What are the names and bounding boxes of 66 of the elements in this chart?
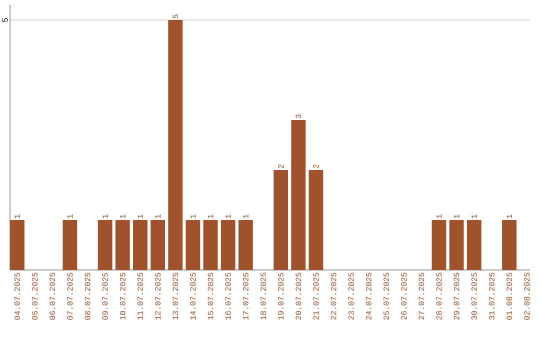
x-tick-label: 25.07.2025 <box>384 272 389 320</box>
bar <box>308 170 324 270</box>
x-tick-label: 16.07.2025 <box>225 272 231 320</box>
x-tick-label: 07.07.2025 <box>67 272 73 320</box>
x-tick-label: 12.07.2025 <box>155 272 161 320</box>
x-tick-label: 29.07.2025 <box>454 272 460 320</box>
x-tick-label: 09.07.2025 <box>102 272 108 320</box>
x-tick-label: 30.07.2025 <box>471 272 477 320</box>
x-tick-label: 06.07.2025 <box>50 272 56 320</box>
bar <box>98 220 112 270</box>
x-tick-label: 22.07.2025 <box>330 272 336 320</box>
data-label: 1 <box>138 214 143 218</box>
bar <box>203 220 218 270</box>
data-label: 1 <box>436 214 442 218</box>
bar <box>62 220 78 270</box>
x-tick-label: 14.07.2025 <box>190 272 196 320</box>
data-label: 1 <box>454 214 460 218</box>
x-tick-label: 02.08.2025 <box>524 272 530 320</box>
x-tick-label: 31.07.2025 <box>488 272 494 320</box>
x-tick-label: 26.07.2025 <box>401 272 407 320</box>
bar <box>133 220 148 270</box>
bar <box>168 20 183 270</box>
bar <box>238 220 253 270</box>
bar <box>466 220 482 270</box>
data-label: 2 <box>313 164 319 168</box>
data-label: 1 <box>14 214 20 218</box>
x-tick-label: 13.07.2025 <box>172 272 178 320</box>
x-tick-label: 01.08.2025 <box>506 272 512 320</box>
bar <box>449 220 464 270</box>
data-label: 2 <box>278 164 284 168</box>
data-label: 1 <box>506 214 512 218</box>
x-tick-label: 08.07.2025 <box>84 272 90 320</box>
x-tick-label: 21.07.2025 <box>313 272 319 320</box>
x-tick-label: 19.07.2025 <box>278 272 284 320</box>
bar <box>115 220 130 270</box>
data-label: 1 <box>120 214 126 218</box>
data-label: 1 <box>67 214 73 218</box>
data-label: 5 <box>172 14 178 18</box>
bar <box>186 220 200 270</box>
x-tick-label: 27.07.2025 <box>418 272 424 320</box>
x-tick-label: 18.07.2025 <box>260 272 266 320</box>
x-tick-label: 24.07.2025 <box>366 272 372 320</box>
bar <box>291 120 306 270</box>
x-tick-label: 11.07.2025 <box>138 272 143 320</box>
data-label: 1 <box>102 214 108 218</box>
data-label: 3 <box>296 114 302 118</box>
data-label: 1 <box>155 214 160 218</box>
data-label: 1 <box>243 214 248 218</box>
bar <box>274 170 288 270</box>
bar <box>502 220 516 270</box>
bar <box>150 220 165 270</box>
x-tick-label: 20.07.2025 <box>296 272 302 320</box>
x-tick-label: 23.07.2025 <box>348 272 354 320</box>
x-tick-label: 15.07.2025 <box>208 272 214 320</box>
x-tick-label: 04.07.2025 <box>14 272 20 320</box>
x-tick-label: 05.07.2025 <box>32 272 38 320</box>
bar <box>10 220 24 270</box>
data-label: 1 <box>190 214 196 218</box>
data-label: 1 <box>471 214 477 218</box>
data-label: 1 <box>225 214 231 218</box>
bar <box>220 220 236 270</box>
bar <box>432 220 446 270</box>
x-tick-label: 17.07.2025 <box>242 272 248 320</box>
x-tick-label: 10.07.2025 <box>120 272 126 320</box>
x-tick-label: 28.07.2025 <box>436 272 442 320</box>
data-label: 1 <box>208 214 214 218</box>
